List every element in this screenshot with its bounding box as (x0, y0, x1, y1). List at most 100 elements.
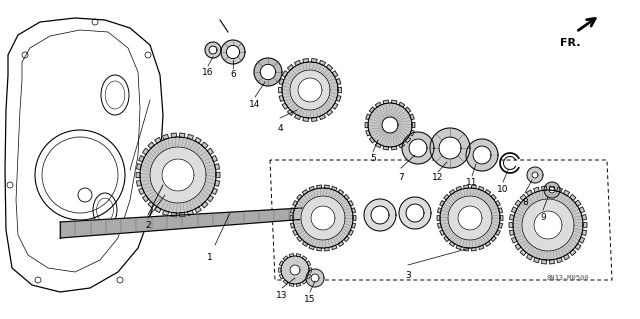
Polygon shape (479, 245, 484, 250)
Polygon shape (302, 256, 307, 260)
Polygon shape (292, 201, 298, 206)
Polygon shape (212, 156, 218, 162)
Polygon shape (278, 87, 282, 93)
Polygon shape (136, 181, 141, 186)
Polygon shape (351, 223, 356, 228)
Polygon shape (155, 137, 161, 143)
Circle shape (399, 197, 431, 229)
Polygon shape (148, 142, 154, 148)
Polygon shape (575, 244, 581, 250)
Polygon shape (495, 230, 500, 235)
Polygon shape (405, 107, 411, 113)
Circle shape (290, 70, 330, 110)
Polygon shape (351, 208, 356, 213)
Polygon shape (338, 189, 344, 195)
Polygon shape (297, 194, 302, 200)
Polygon shape (292, 230, 298, 235)
Polygon shape (287, 109, 294, 115)
Polygon shape (570, 249, 576, 256)
Text: 8: 8 (522, 198, 528, 207)
Polygon shape (527, 254, 532, 260)
Polygon shape (369, 137, 374, 143)
Polygon shape (410, 114, 414, 120)
Polygon shape (491, 236, 496, 241)
Circle shape (448, 196, 492, 240)
Polygon shape (148, 202, 154, 208)
Polygon shape (509, 214, 515, 220)
Polygon shape (307, 274, 310, 279)
Polygon shape (509, 230, 515, 235)
Polygon shape (495, 201, 500, 206)
Polygon shape (557, 257, 563, 263)
Polygon shape (472, 248, 476, 251)
Text: 10: 10 (497, 185, 509, 194)
Polygon shape (399, 143, 404, 148)
Polygon shape (338, 241, 344, 247)
Polygon shape (369, 107, 374, 113)
Text: FR.: FR. (560, 38, 580, 48)
Circle shape (221, 40, 245, 64)
Polygon shape (136, 172, 140, 178)
Circle shape (532, 172, 538, 178)
Polygon shape (282, 71, 288, 77)
Text: 4: 4 (277, 124, 283, 133)
Polygon shape (279, 261, 284, 266)
Circle shape (522, 199, 574, 251)
Circle shape (368, 103, 412, 147)
Polygon shape (349, 201, 353, 206)
Polygon shape (463, 248, 468, 251)
Polygon shape (171, 133, 177, 137)
Circle shape (260, 64, 276, 80)
Polygon shape (440, 201, 445, 206)
Polygon shape (307, 261, 310, 266)
Polygon shape (463, 185, 468, 189)
Polygon shape (392, 146, 397, 150)
Circle shape (164, 161, 192, 189)
Polygon shape (375, 102, 381, 107)
Polygon shape (139, 188, 145, 195)
Polygon shape (520, 249, 526, 256)
Polygon shape (332, 186, 337, 191)
Polygon shape (365, 130, 370, 136)
Polygon shape (180, 212, 185, 217)
Circle shape (205, 42, 221, 58)
Polygon shape (511, 207, 517, 213)
Polygon shape (456, 245, 461, 250)
Polygon shape (207, 148, 214, 155)
Polygon shape (324, 248, 330, 251)
Polygon shape (294, 115, 301, 120)
Circle shape (227, 45, 239, 59)
Polygon shape (302, 241, 308, 247)
Circle shape (458, 206, 482, 230)
Polygon shape (283, 280, 288, 284)
Polygon shape (365, 122, 368, 128)
Polygon shape (575, 200, 581, 206)
Polygon shape (312, 59, 317, 63)
Polygon shape (188, 134, 193, 140)
Polygon shape (143, 195, 148, 202)
Polygon shape (309, 268, 311, 272)
Polygon shape (582, 214, 587, 220)
Circle shape (364, 199, 396, 231)
Circle shape (513, 190, 583, 260)
Polygon shape (511, 237, 517, 243)
Polygon shape (509, 223, 513, 227)
Polygon shape (365, 114, 370, 120)
Text: 8N33-M0500: 8N33-M0500 (547, 275, 589, 281)
Circle shape (162, 159, 194, 191)
Polygon shape (344, 236, 349, 241)
Polygon shape (472, 185, 476, 189)
Polygon shape (319, 60, 326, 66)
Circle shape (460, 208, 480, 228)
Circle shape (282, 62, 338, 118)
Circle shape (300, 80, 320, 100)
Polygon shape (297, 236, 302, 241)
Circle shape (544, 182, 560, 198)
Polygon shape (449, 241, 455, 247)
Polygon shape (287, 64, 294, 70)
Polygon shape (283, 256, 288, 260)
Circle shape (430, 128, 470, 168)
Circle shape (140, 137, 216, 213)
Text: 11: 11 (467, 178, 477, 187)
Polygon shape (317, 248, 321, 251)
